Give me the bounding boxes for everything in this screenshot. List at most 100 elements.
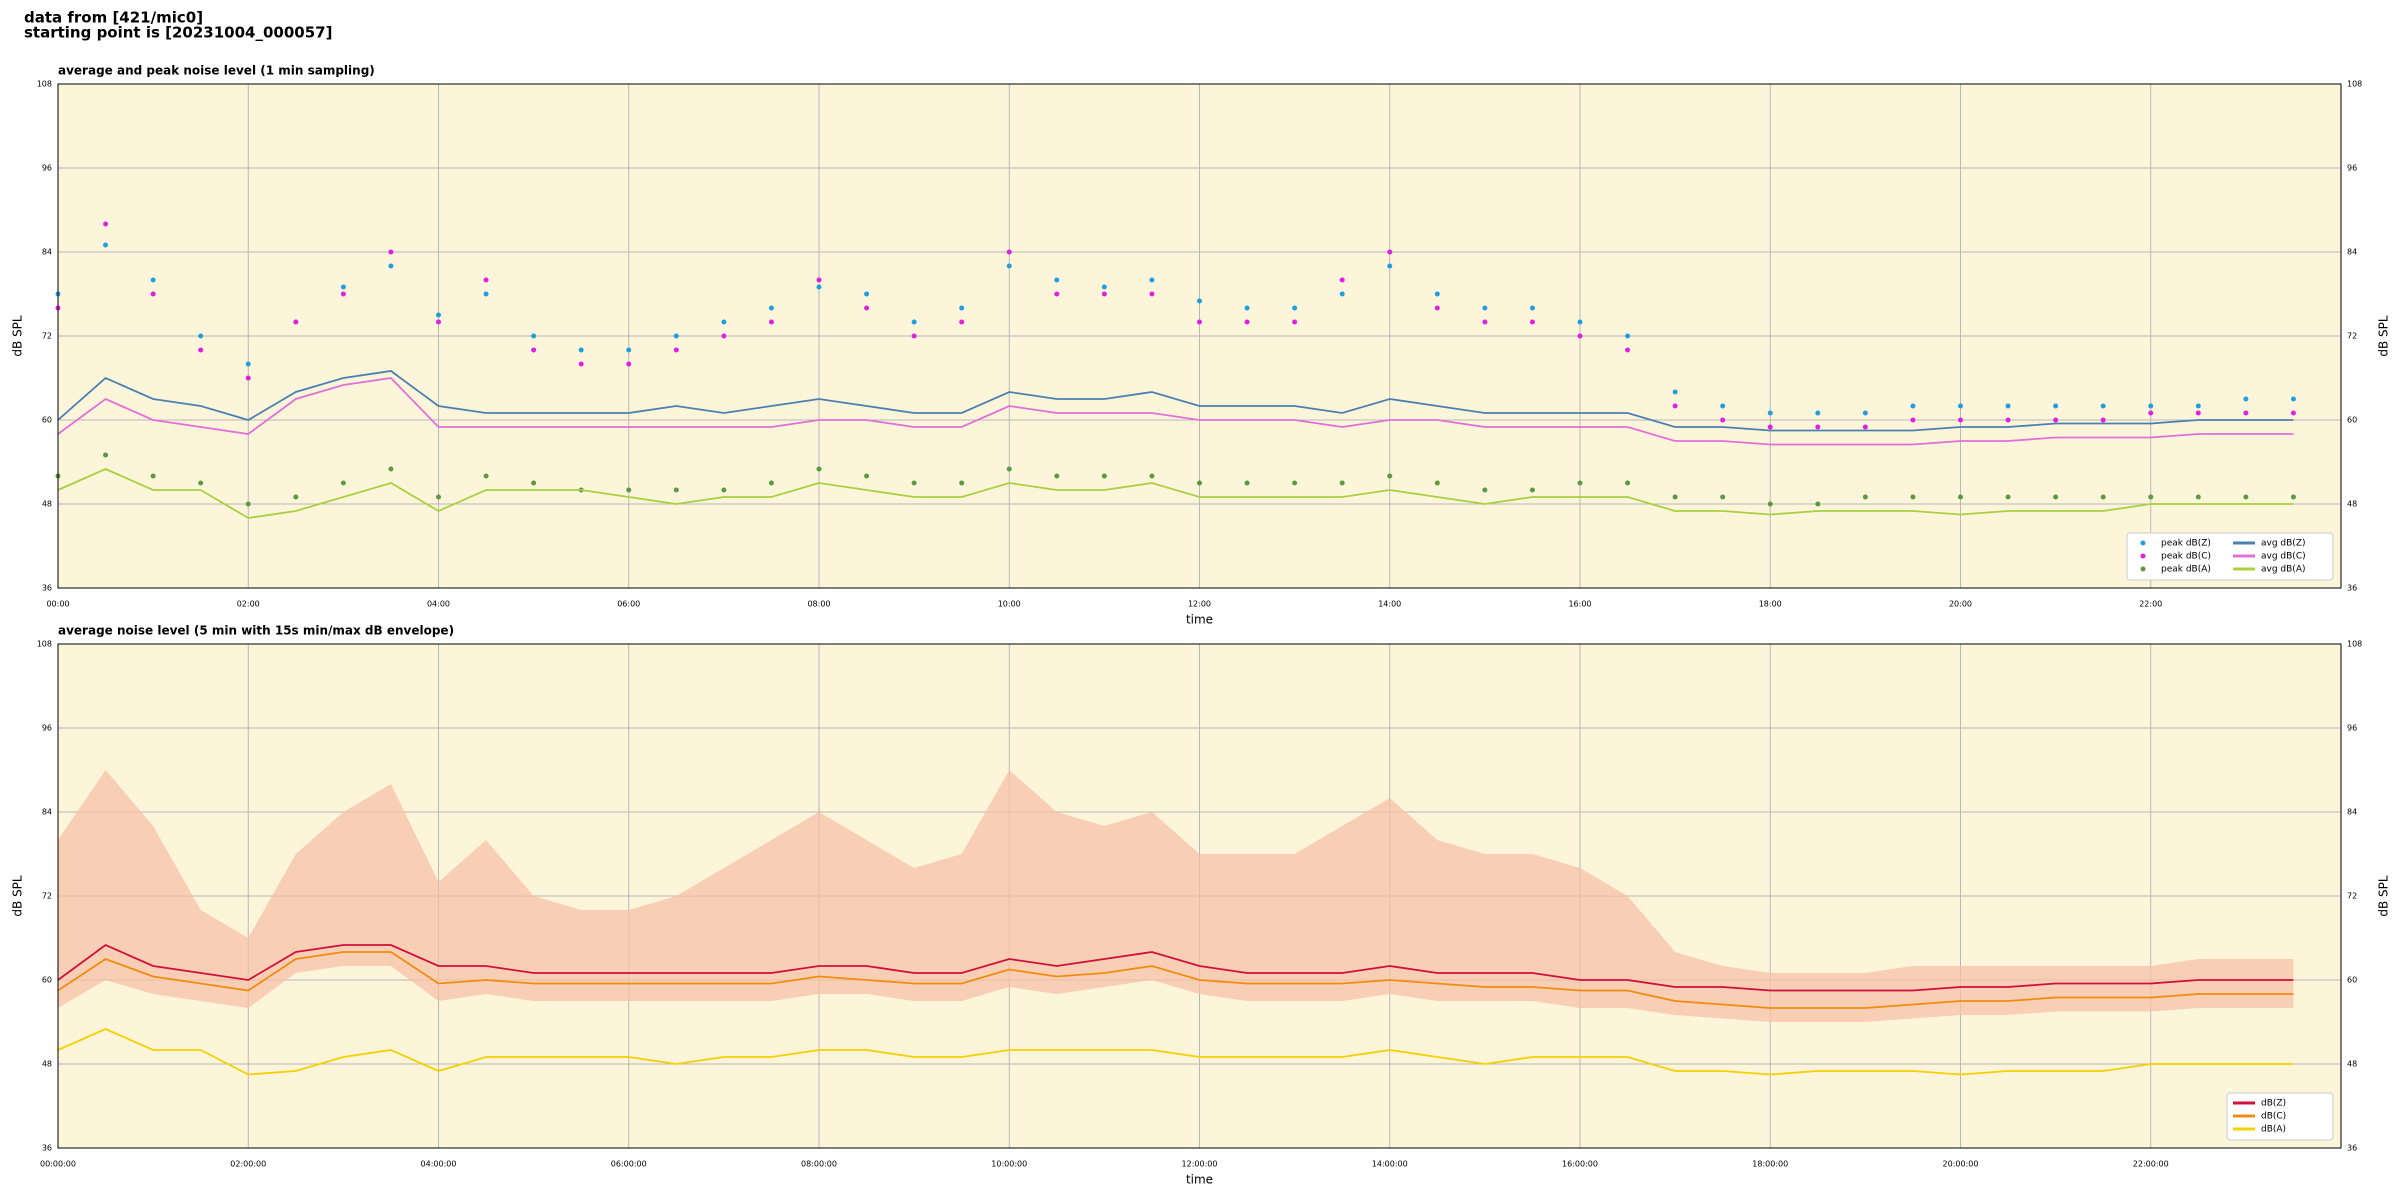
- peak-point: [1434, 291, 1440, 297]
- peak-point: [1149, 277, 1155, 283]
- peak-point: [245, 501, 251, 507]
- peak-point: [578, 347, 584, 353]
- peak-point: [103, 242, 109, 248]
- peak-point: [1339, 291, 1345, 297]
- peak-point: [2195, 410, 2201, 416]
- y-tick-label: 96: [42, 164, 52, 173]
- peak-point: [1244, 319, 1250, 325]
- legend-label: peak dB(A): [2161, 565, 2211, 575]
- x-tick-label: 18:00:00: [1752, 1160, 1788, 1169]
- x-tick-label: 14:00: [1378, 600, 1401, 609]
- peak-point: [2195, 494, 2201, 500]
- y-tick-label: 72: [42, 332, 52, 341]
- y-tick-label: 48: [42, 1060, 52, 1069]
- peak-point: [1577, 480, 1583, 486]
- x-tick-label: 22:00: [2139, 600, 2162, 609]
- y-tick-label: 96: [2347, 724, 2357, 733]
- peak-point: [626, 361, 632, 367]
- x-tick-label: 12:00:00: [1182, 1160, 1218, 1169]
- x-tick-label: 20:00:00: [1943, 1160, 1979, 1169]
- peak-point: [1482, 319, 1488, 325]
- y-tick-label: 108: [37, 640, 52, 649]
- peak-point: [1339, 277, 1345, 283]
- peak-point: [340, 291, 346, 297]
- x-axis-label: time: [1186, 1173, 1213, 1187]
- peak-point: [1149, 291, 1155, 297]
- legend-label: peak dB(Z): [2161, 539, 2211, 549]
- peak-point: [1006, 249, 1012, 255]
- peak-point: [531, 480, 537, 486]
- peak-point: [1006, 466, 1012, 472]
- peak-point: [1862, 410, 1868, 416]
- peak-point: [1767, 410, 1773, 416]
- peak-point: [626, 347, 632, 353]
- peak-point: [150, 277, 156, 283]
- legend-box: [2126, 532, 2334, 581]
- x-tick-label: 14:00:00: [1372, 1160, 1408, 1169]
- x-tick-label: 06:00: [617, 600, 640, 609]
- legend-marker: [2140, 566, 2146, 572]
- peak-point: [1101, 284, 1107, 290]
- y-tick-label: 36: [42, 584, 52, 593]
- peak-point: [2243, 410, 2249, 416]
- legend-marker: [2140, 540, 2146, 546]
- peak-point: [103, 221, 109, 227]
- peak-point: [768, 480, 774, 486]
- x-tick-label: 02:00:00: [230, 1160, 266, 1169]
- peak-point: [673, 333, 679, 339]
- y-tick-label: 36: [2347, 1144, 2357, 1153]
- peak-point: [1720, 494, 1726, 500]
- x-tick-label: 10:00:00: [991, 1160, 1027, 1169]
- header-line: data from [421/mic0]: [24, 9, 203, 27]
- peak-point: [1434, 480, 1440, 486]
- y-axis-label: dB SPL: [11, 315, 25, 357]
- peak-point: [531, 347, 537, 353]
- peak-point: [816, 277, 822, 283]
- peak-point: [768, 319, 774, 325]
- y-tick-label: 84: [2347, 248, 2357, 257]
- peak-point: [1197, 480, 1202, 486]
- peak-point: [483, 277, 489, 283]
- peak-point: [2053, 494, 2059, 500]
- peak-point: [2290, 396, 2296, 402]
- series-line: [57, 943, 2294, 992]
- y-tick-label: 48: [2347, 1060, 2357, 1069]
- peak-point: [1292, 319, 1298, 325]
- peak-point: [1244, 480, 1250, 486]
- x-tick-label: 06:00:00: [611, 1160, 647, 1169]
- peak-point: [1387, 473, 1393, 479]
- x-tick-label: 00:00: [46, 600, 69, 609]
- peak-point: [103, 452, 109, 458]
- peak-point: [721, 487, 727, 493]
- peak-point: [2290, 410, 2296, 416]
- chart-title: average and peak noise level (1 min samp…: [58, 64, 375, 78]
- peak-point: [1910, 417, 1916, 423]
- peak-point: [1910, 494, 1916, 500]
- peak-point: [1101, 291, 1107, 297]
- x-tick-label: 12:00: [1188, 600, 1211, 609]
- peak-point: [1815, 410, 1821, 416]
- legend-label: peak dB(C): [2161, 552, 2211, 562]
- peak-point: [2195, 403, 2201, 409]
- peak-point: [340, 284, 346, 290]
- peak-point: [2100, 494, 2106, 500]
- x-tick-label: 02:00: [237, 600, 260, 609]
- peak-point: [245, 361, 251, 367]
- peak-point: [2053, 417, 2059, 423]
- peak-point: [1815, 424, 1821, 430]
- y-tick-label: 108: [37, 80, 52, 89]
- peak-point: [1387, 249, 1393, 255]
- peak-point: [2148, 410, 2154, 416]
- peak-point: [293, 319, 299, 325]
- peak-point: [816, 284, 822, 290]
- chart-title: average noise level (5 min with 15s min/…: [58, 624, 454, 638]
- peak-point: [1815, 501, 1821, 507]
- peak-point: [864, 305, 870, 311]
- y-axis-label: dB SPL: [2377, 315, 2391, 357]
- peak-point: [1292, 480, 1298, 486]
- peak-point: [436, 494, 441, 500]
- y-axis-label: dB SPL: [2377, 875, 2391, 917]
- series-line: [57, 377, 2294, 446]
- y-tick-label: 96: [42, 724, 52, 733]
- peak-point: [816, 466, 822, 472]
